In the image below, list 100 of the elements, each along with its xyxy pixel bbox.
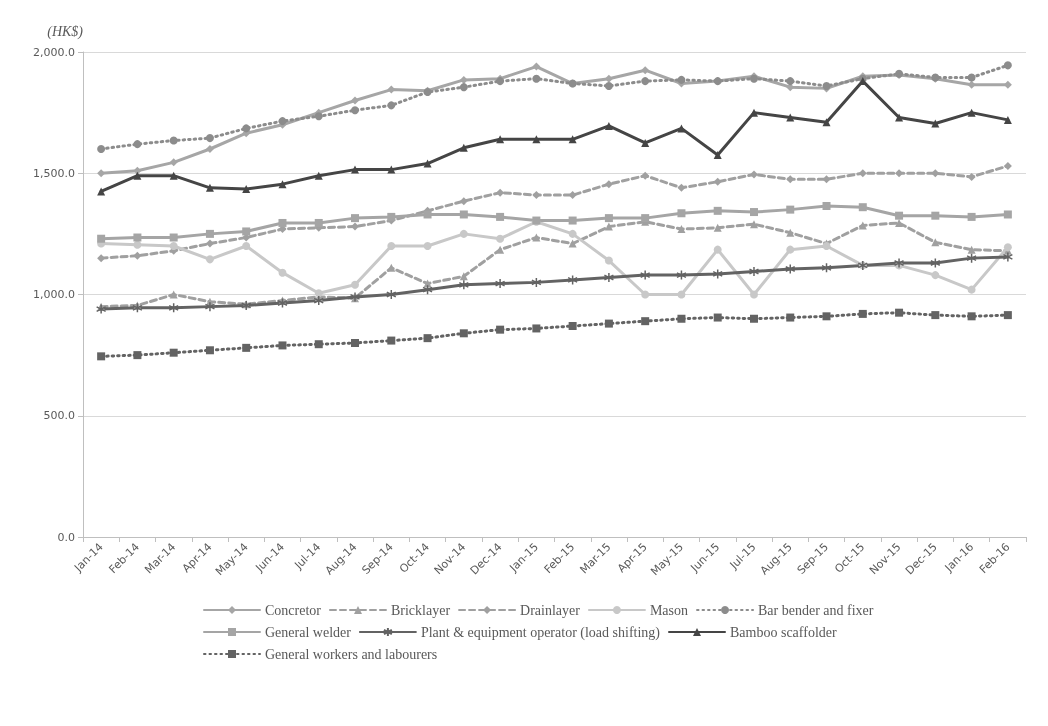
- point: [422, 284, 433, 295]
- point: [677, 225, 686, 234]
- point: [966, 252, 977, 264]
- point: [423, 210, 432, 219]
- point: [387, 242, 396, 250]
- point: [205, 346, 214, 355]
- point: [967, 285, 976, 294]
- point: [641, 171, 650, 180]
- point: [97, 352, 106, 361]
- legend-label: Plant & equipment operator (load shifting): [420, 624, 661, 641]
- legend-label: Bar bender and fixer: [758, 602, 874, 618]
- point: [641, 77, 650, 86]
- point: [532, 74, 541, 83]
- point: [893, 257, 905, 269]
- point: [242, 343, 251, 352]
- point: [786, 245, 795, 254]
- point: [97, 145, 106, 153]
- legend-label: Mason: [649, 602, 689, 618]
- legend-label: General workers and labourers: [265, 646, 438, 662]
- point: [786, 77, 795, 86]
- point: [568, 229, 577, 238]
- point: [496, 188, 505, 197]
- point: [205, 239, 214, 248]
- legend-label: Bricklayer: [390, 602, 451, 618]
- point: [351, 222, 360, 231]
- y-tick-label: 1,500.0: [33, 166, 75, 180]
- point: [313, 295, 324, 306]
- point: [822, 201, 831, 210]
- point: [785, 263, 796, 275]
- point: [169, 158, 178, 167]
- point: [604, 256, 613, 265]
- point: [931, 311, 940, 320]
- point: [568, 216, 577, 225]
- point: [749, 220, 758, 229]
- point: [314, 171, 323, 180]
- point: [169, 171, 178, 180]
- point: [387, 165, 396, 174]
- point: [604, 319, 613, 328]
- point: [568, 322, 577, 331]
- point: [604, 180, 613, 189]
- point: [967, 80, 976, 89]
- point: [387, 212, 396, 221]
- point: [168, 302, 179, 314]
- point: [351, 214, 360, 223]
- point: [748, 266, 760, 277]
- point: [639, 269, 651, 281]
- point: [858, 169, 867, 178]
- point: [423, 159, 432, 168]
- point: [97, 234, 106, 243]
- legend-label: Drainlayer: [520, 602, 581, 618]
- point: [496, 135, 505, 144]
- point: [133, 171, 142, 180]
- point: [567, 274, 578, 286]
- point: [204, 301, 216, 312]
- point: [242, 227, 251, 236]
- point: [604, 121, 613, 130]
- point: [496, 212, 505, 221]
- point: [1003, 61, 1012, 70]
- point: [459, 210, 468, 219]
- point: [205, 183, 214, 192]
- point: [713, 151, 722, 160]
- point: [930, 257, 941, 269]
- point: [494, 278, 506, 289]
- point: [604, 222, 613, 231]
- point: [459, 229, 468, 238]
- point: [641, 290, 650, 299]
- legend-label: Bamboo scaffolder: [730, 624, 837, 640]
- point: [676, 269, 687, 281]
- point: [677, 183, 686, 192]
- legend-label: Concretor: [265, 602, 322, 618]
- point: [459, 329, 468, 338]
- point: [967, 212, 976, 221]
- point: [712, 268, 723, 280]
- point: [1003, 161, 1012, 170]
- point: [205, 134, 214, 143]
- point: [387, 336, 396, 345]
- y-axis-title: (HK$): [47, 23, 84, 40]
- point: [423, 242, 432, 250]
- point: [641, 317, 650, 326]
- point: [713, 223, 722, 232]
- point: [314, 340, 323, 349]
- point: [568, 239, 577, 248]
- point: [458, 279, 470, 291]
- point: [967, 245, 976, 254]
- point: [713, 313, 722, 322]
- point: [133, 233, 142, 242]
- point: [786, 313, 795, 322]
- point: [677, 314, 686, 323]
- point: [604, 81, 613, 90]
- point: [749, 290, 758, 299]
- point: [314, 218, 323, 227]
- point: [532, 62, 541, 71]
- point: [967, 108, 976, 117]
- point: [351, 106, 360, 115]
- point: [278, 341, 287, 350]
- point: [314, 112, 323, 121]
- point: [603, 272, 615, 283]
- point: [967, 73, 976, 82]
- point: [459, 143, 468, 152]
- point: [677, 75, 686, 84]
